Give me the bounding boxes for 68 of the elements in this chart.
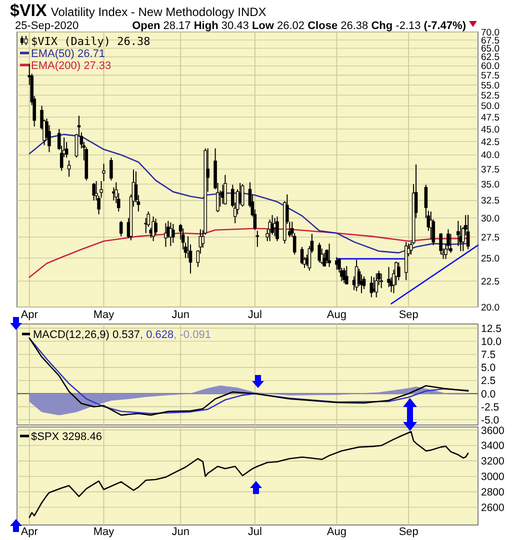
legend-title: $VIX (Daily) 26.38 (31, 34, 150, 48)
candlestick (362, 276, 366, 290)
y-tick-label: 5.0 (481, 362, 496, 374)
y-tick-label: 27.5 (481, 232, 500, 244)
x-tick-label: Jul (248, 526, 262, 538)
text: , 0.628 (140, 328, 174, 341)
candlestick (342, 267, 346, 284)
candlestick (119, 220, 123, 237)
text: , -0.091 (174, 328, 211, 341)
y-tick-label: 12.5 (481, 322, 502, 335)
chart-subtitle: 25-Sep-2020 (15, 20, 79, 32)
candlestick (318, 242, 322, 263)
legend-label: EMA(200) 27.33 (31, 60, 112, 72)
y-tick-label: 50.0 (481, 101, 500, 112)
y-tick-label: -2.5 (481, 401, 500, 414)
candlestick (240, 184, 244, 208)
candlestick (224, 174, 227, 206)
y-tick-label: 42.5 (481, 136, 500, 148)
x-tick-label: Sep (398, 526, 418, 538)
y-tick-label: 57.5 (481, 70, 500, 82)
y-tick-label: 45.0 (481, 124, 500, 136)
x-tick-label: Apr (20, 309, 38, 321)
y-tick-label: 60.0 (481, 61, 500, 72)
line-series (28, 430, 469, 518)
y-tick-label: 25.0 (481, 253, 500, 264)
candlestick (344, 266, 348, 285)
y-tick-label: 35.0 (481, 179, 500, 190)
y-tick-label: 10.0 (481, 336, 502, 348)
candlestick (256, 230, 260, 248)
y-tick-label: 3400 (481, 440, 505, 452)
y-tick-label: 0.0 (481, 388, 496, 400)
candlestick (110, 157, 113, 181)
candlestick (67, 160, 71, 178)
y-tick-label: 20.0 (481, 302, 500, 314)
y-tick-label: 2.5 (481, 375, 496, 388)
legend-label: $SPX 3298.46 (31, 430, 102, 443)
legend-label: EMA(50) 26.71 (31, 48, 105, 60)
y-tick-label: 32.5 (481, 196, 500, 207)
legend-label: MACD(12,26,9) 0.537 (33, 328, 140, 341)
y-tick-label: 3000 (481, 471, 505, 484)
candlestick (171, 223, 175, 244)
y-tick-label: 3600 (481, 424, 505, 437)
chart-title: $VIX Volatility Index - New Methodology INDX (10, 1, 266, 20)
x-tick-label: Jun (172, 309, 190, 321)
y-tick-label: 40.0 (481, 150, 500, 162)
x-tick-label: Jun (172, 526, 190, 538)
y-tick-label: 62.5 (481, 52, 500, 64)
y-tick-label: 55.0 (481, 80, 500, 92)
y-tick-label: 30.0 (481, 213, 500, 224)
x-tick-label: Jul (248, 309, 262, 321)
x-tick-label: Apr (20, 526, 38, 538)
y-tick-label: 47.5 (481, 112, 500, 124)
y-tick-label: 2800 (481, 486, 505, 498)
x-tick-label: Aug (326, 526, 347, 538)
y-tick-label: 7.5 (481, 349, 496, 362)
text: Open 28.17 High 30.43 Low 26.02 Close 26.38 Chg -2.13 (-7.47%) (132, 20, 466, 32)
candlestick (92, 182, 96, 201)
candlestick (102, 163, 106, 182)
x-tick-label: Sep (398, 309, 418, 321)
x-tick-label: May (93, 309, 115, 321)
y-tick-label: 22.5 (481, 276, 500, 288)
x-tick-label: May (93, 526, 115, 538)
y-tick-label: 3200 (481, 456, 505, 468)
y-tick-label: -5.0 (481, 414, 500, 426)
y-tick-label: 2600 (481, 502, 505, 514)
y-tick-label: 37.5 (481, 164, 500, 176)
y-tick-label: 52.5 (481, 90, 500, 102)
x-tick-label: Aug (326, 309, 347, 321)
